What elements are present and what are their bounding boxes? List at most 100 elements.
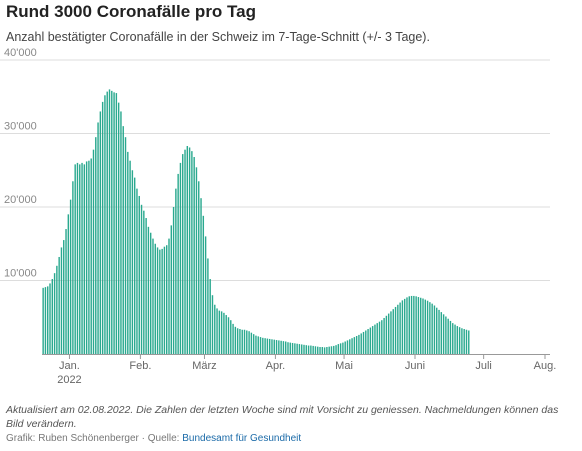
data-bar <box>179 162 182 354</box>
data-bar <box>420 297 422 354</box>
data-bar <box>326 347 328 354</box>
data-bar <box>264 338 266 354</box>
data-bar <box>371 326 374 354</box>
data-bar <box>47 286 49 354</box>
y-tick-label: 30'000 <box>4 121 37 133</box>
data-bar <box>161 248 163 354</box>
data-bar <box>262 337 264 354</box>
data-bar <box>243 329 246 354</box>
data-bar <box>447 318 449 354</box>
data-bar <box>111 90 113 355</box>
data-bar <box>51 279 54 354</box>
data-bar <box>172 207 175 354</box>
data-bar <box>397 304 399 354</box>
data-bar <box>149 232 152 354</box>
data-bar <box>145 218 147 354</box>
data-bar <box>163 246 166 354</box>
source-credit: Grafik: Ruben Schönenberger · Quelle: Bu… <box>6 433 301 444</box>
y-tick-label: 10'000 <box>4 268 37 280</box>
data-bar <box>143 210 145 354</box>
source-link[interactable]: Bundesamt für Gesundheit <box>182 433 302 444</box>
data-bar <box>99 111 102 354</box>
data-bar <box>399 302 401 354</box>
data-bar <box>133 177 136 354</box>
data-bar <box>268 338 271 354</box>
data-bar <box>378 321 381 354</box>
data-bar <box>266 338 269 354</box>
data-bar <box>301 344 303 354</box>
data-bar <box>232 323 234 354</box>
data-bar <box>101 101 104 354</box>
data-bar <box>113 92 115 354</box>
data-bar <box>120 111 122 354</box>
y-tick-label: 40'000 <box>4 47 37 59</box>
data-bar <box>305 345 308 354</box>
data-bar <box>230 320 232 354</box>
data-bar <box>154 243 156 354</box>
data-bar <box>289 342 291 354</box>
x-tick-label: Juni <box>405 360 425 372</box>
data-bar <box>175 188 177 355</box>
data-bar <box>431 303 433 354</box>
data-bar <box>204 236 207 354</box>
data-bar <box>452 323 454 354</box>
data-bar <box>390 311 392 354</box>
data-bar <box>85 161 88 354</box>
data-bar <box>333 345 335 354</box>
data-bar <box>303 344 305 354</box>
data-bar <box>108 89 111 355</box>
data-bar <box>385 315 388 354</box>
data-bar <box>376 323 378 354</box>
data-bar <box>106 91 108 355</box>
data-bar <box>417 297 420 354</box>
data-bar <box>360 333 362 354</box>
data-bar <box>346 340 349 354</box>
data-bar <box>67 214 70 354</box>
data-bar <box>296 343 298 354</box>
data-bar <box>122 126 124 355</box>
data-bar <box>182 154 184 354</box>
chart-subtitle: Anzahl bestätigter Coronafälle in der Sc… <box>6 30 430 44</box>
data-bar <box>60 247 63 354</box>
data-bar <box>353 337 356 354</box>
data-bar <box>381 320 383 354</box>
data-bar <box>168 238 170 354</box>
data-bar <box>223 312 225 354</box>
data-bar <box>56 265 58 354</box>
update-note: Aktualisiert am 02.08.2022. Die Zahlen d… <box>6 404 559 430</box>
data-bar <box>74 164 76 354</box>
data-bar <box>433 305 436 354</box>
credit-prefix: Grafik: Ruben Schönenberger · Quelle: <box>6 433 183 444</box>
data-bar <box>259 337 262 354</box>
data-bar <box>200 198 202 354</box>
data-bar <box>58 256 60 354</box>
data-bar <box>198 181 200 354</box>
data-bar <box>369 327 372 354</box>
data-bar <box>367 329 369 354</box>
data-bar <box>349 339 351 354</box>
data-bar <box>65 229 67 354</box>
data-bar <box>209 279 211 354</box>
data-bar <box>314 346 317 354</box>
data-bar <box>436 307 438 354</box>
data-bar <box>298 344 301 354</box>
data-bar <box>406 297 408 354</box>
data-bar <box>63 240 65 354</box>
data-bar <box>216 308 218 354</box>
x-tick-label: Aug. <box>534 360 557 372</box>
data-bar <box>468 330 470 354</box>
data-bar <box>438 309 440 354</box>
data-bar <box>415 296 417 354</box>
data-bar <box>271 339 273 354</box>
data-bar <box>312 345 314 354</box>
data-bar <box>115 93 118 354</box>
data-bar <box>328 346 330 354</box>
data-bar <box>284 341 287 354</box>
data-bar <box>321 347 324 354</box>
x-tick-label: März <box>192 360 216 372</box>
data-bar <box>225 315 227 354</box>
data-bar <box>280 340 282 354</box>
data-bar <box>422 298 424 354</box>
data-bar <box>307 345 310 354</box>
data-bar <box>79 164 81 354</box>
